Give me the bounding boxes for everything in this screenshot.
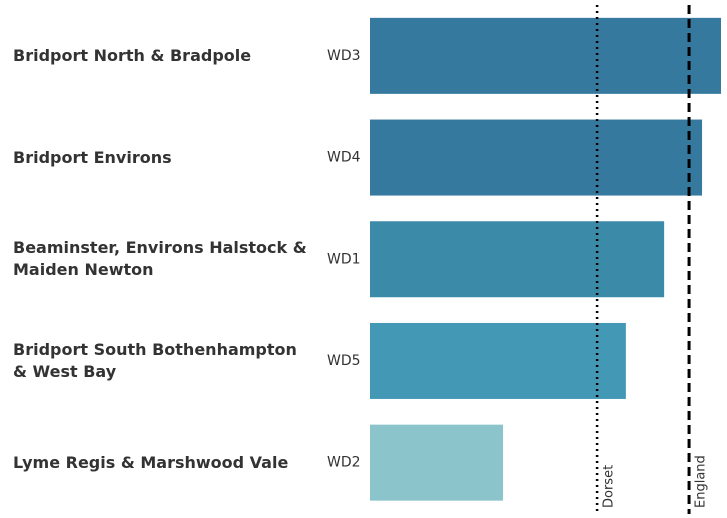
code-label: WD1 bbox=[327, 251, 361, 267]
category-label: Beaminster, Environs Halstock & Maiden N… bbox=[13, 238, 307, 280]
code-label: WD4 bbox=[327, 150, 361, 166]
bar bbox=[370, 221, 665, 298]
category-label: Lyme Regis & Marshwood Vale bbox=[13, 452, 289, 472]
category-label: Bridport North & Bradpole bbox=[13, 45, 252, 65]
bar bbox=[370, 322, 626, 399]
category-label: Bridport Environs bbox=[13, 147, 172, 167]
category-label: Bridport South Bothenhampton & West Bay bbox=[13, 339, 297, 381]
reference-label: England bbox=[694, 455, 709, 508]
code-label: WD3 bbox=[327, 48, 361, 64]
bar bbox=[370, 119, 703, 196]
bar bbox=[370, 17, 721, 94]
reference-label: Dorset bbox=[602, 465, 617, 508]
code-label: WD5 bbox=[327, 353, 361, 369]
bar bbox=[370, 424, 504, 501]
code-label: WD2 bbox=[327, 455, 361, 471]
